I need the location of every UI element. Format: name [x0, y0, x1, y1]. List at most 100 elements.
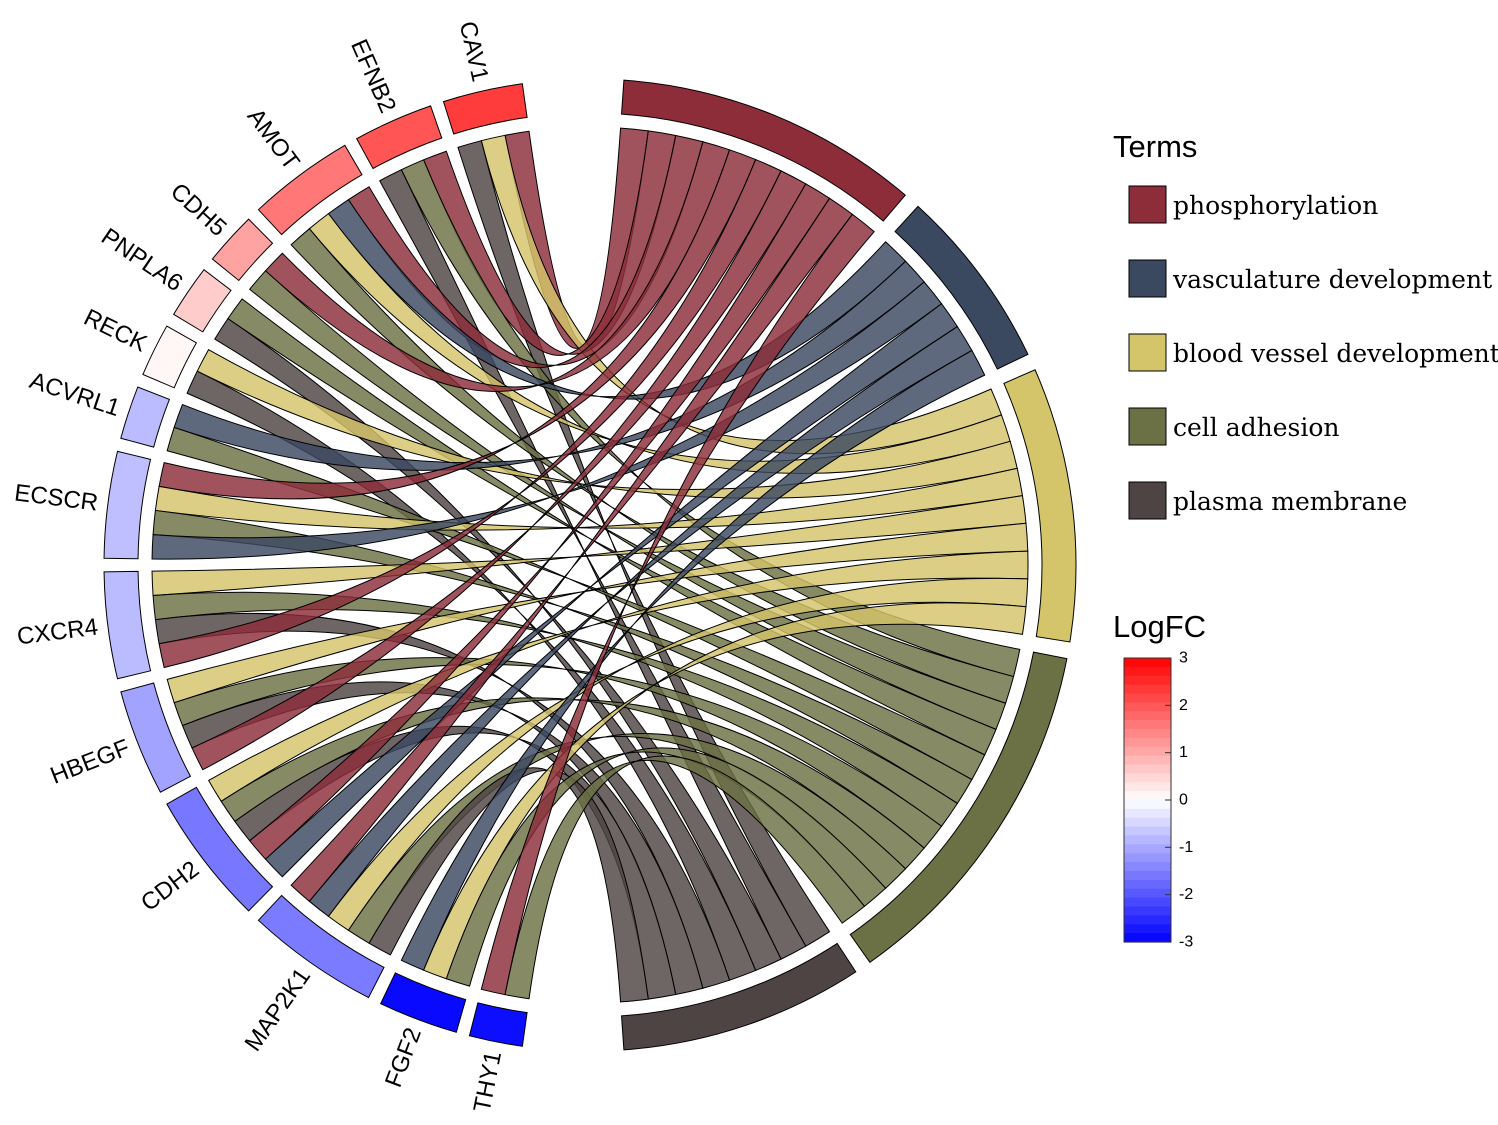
colorbar-tick-label: 3 [1179, 650, 1188, 667]
colorbar-step [1124, 897, 1171, 908]
colorbar-tick-label: 0 [1179, 792, 1188, 809]
gene-label-pnpla6: PNPLA6 [96, 223, 187, 297]
gene-label-acvrl1: ACVRL1 [26, 367, 123, 422]
gene-label-reck: RECK [79, 304, 151, 358]
ribbon-map2k1-blood-vessel-development [327, 577, 1029, 932]
legend-swatch-phosphorylation [1128, 185, 1167, 224]
gene-arc-ecscr [103, 450, 152, 560]
gene-arc-pnpla6 [172, 269, 232, 333]
colorbar-step [1124, 844, 1171, 854]
arcs-layer [103, 79, 1077, 1051]
gene-label-cdh5: CDH5 [165, 178, 232, 242]
ribbon-ecscr-vasculature-development [151, 281, 943, 560]
gene-label-cdh2: CDH2 [136, 856, 204, 917]
term-arc-plasma-membrane [620, 942, 857, 1051]
gene-label-cav1: CAV1 [454, 19, 494, 84]
gene-arc-cxcr4 [103, 570, 152, 680]
colorbar-step [1124, 737, 1171, 748]
ribbon-fgf2-vasculature-development [400, 349, 986, 971]
colorbar-title: LogFC [1113, 609, 1206, 644]
gene-arc-thy1 [468, 1002, 528, 1047]
ribbon-cxcr4-plasma-membrane [154, 612, 731, 989]
colorbar-step [1124, 658, 1171, 668]
colorbar-step [1124, 906, 1171, 916]
legend-title: Terms [1113, 129, 1197, 164]
colorbar-step [1124, 755, 1171, 766]
colorbar-tick-label: -1 [1179, 839, 1193, 856]
gene-arc-cdh5 [211, 218, 274, 282]
ribbon-cxcr4-phosphorylation [158, 158, 782, 669]
ribbon-reck-plasma-membrane [186, 370, 757, 981]
ribbon-thy1-phosphorylation [480, 213, 875, 996]
legend-label-phosphorylation: phosphorylation [1173, 191, 1378, 220]
legend-swatch-cell-adhesion [1128, 407, 1167, 446]
legend-label-cell-adhesion: cell adhesion [1173, 413, 1340, 442]
colorbar-step [1124, 693, 1171, 703]
ribbon-map2k1-phosphorylation [290, 197, 854, 903]
ribbon-thy1-cell-adhesion [504, 755, 866, 1000]
colorbar-step [1124, 835, 1171, 845]
colorbar-step [1124, 773, 1171, 783]
colorbar-tick-label: 2 [1179, 697, 1188, 714]
ribbon-hbegf-phosphorylation [191, 170, 807, 771]
gene-label-cxcr4: CXCR4 [15, 614, 99, 651]
colorbar-step [1124, 826, 1171, 837]
term-arc-cell-adhesion [849, 651, 1068, 964]
ribbon-ecscr-phosphorylation [158, 149, 757, 500]
gene-arc-cav1 [442, 83, 528, 135]
logfc-colorbar: LogFC 3 2 1 0 -1 -2 -3 [1113, 609, 1206, 951]
colorbar-step [1124, 862, 1171, 872]
gene-label-efnb2: EFNB2 [345, 35, 401, 117]
ribbon-ecscr-blood-vessel-development [154, 467, 1024, 531]
legend-swatch-vasculature-development [1128, 259, 1167, 298]
colorbar-step [1124, 817, 1171, 828]
colorbar-tick-label: 1 [1179, 744, 1188, 761]
colorbar-step [1124, 782, 1171, 792]
gene-arc-acvrl1 [120, 386, 171, 448]
gene-label-amot: AMOT [242, 103, 305, 175]
colorbar-step [1124, 684, 1171, 695]
gene-arc-fgf2 [380, 972, 467, 1033]
colorbar-step [1124, 702, 1171, 712]
ribbon-reck-blood-vessel-development [196, 348, 1018, 499]
gene-label-ecscr: ECSCR [13, 479, 100, 516]
colorbar-step [1124, 764, 1171, 774]
ribbon-cdh2-vasculature-development [264, 303, 959, 878]
colorbar-step [1124, 915, 1171, 925]
colorbar-step [1124, 924, 1171, 934]
colorbar-step [1124, 853, 1171, 863]
ribbon-fgf2-blood-vessel-development [422, 602, 1027, 980]
ribbon-fgf2-cell-adhesion [445, 747, 887, 987]
colorbar-step [1124, 888, 1171, 899]
colorbar-step [1124, 720, 1171, 730]
colorbar-step [1124, 791, 1171, 801]
colorbar-step [1124, 666, 1171, 677]
term-arc-vasculature-development [894, 205, 1029, 370]
gene-arc-map2k1 [257, 894, 385, 999]
colorbar-step [1124, 933, 1171, 943]
colorbar-tick-label: -2 [1179, 886, 1193, 903]
gene-label-hbegf: HBEGF [47, 734, 134, 789]
legend-swatch-plasma-membrane [1128, 481, 1167, 520]
legend-label-vasculature-development: vasculature development [1172, 265, 1492, 294]
gene-arc-efnb2 [355, 105, 443, 170]
legend-swatch-blood-vessel-development [1128, 333, 1167, 372]
colorbar-step [1124, 879, 1171, 890]
ribbon-cdh5-phosphorylation [264, 141, 731, 392]
ribbon-acvrl1-vasculature-development [173, 260, 925, 471]
term-arc-phosphorylation [620, 79, 906, 222]
colorbar-step [1124, 871, 1171, 881]
term-arc-blood-vessel-development [1003, 369, 1077, 643]
ribbon-cdh5-cell-adhesion [248, 270, 1007, 731]
colorbar-step [1124, 808, 1171, 819]
ribbon-hbegf-blood-vessel-development [166, 522, 1029, 704]
gene-label-fgf2: FGF2 [380, 1024, 427, 1091]
gene-arc-hbegf [120, 682, 192, 793]
colorbar-step [1124, 711, 1171, 721]
colorbar-step [1124, 800, 1171, 810]
gene-arc-cdh2 [166, 786, 274, 912]
colorbar-step [1124, 746, 1171, 757]
gene-arc-amot [257, 144, 363, 236]
gene-label-thy1: THY1 [469, 1049, 507, 1114]
